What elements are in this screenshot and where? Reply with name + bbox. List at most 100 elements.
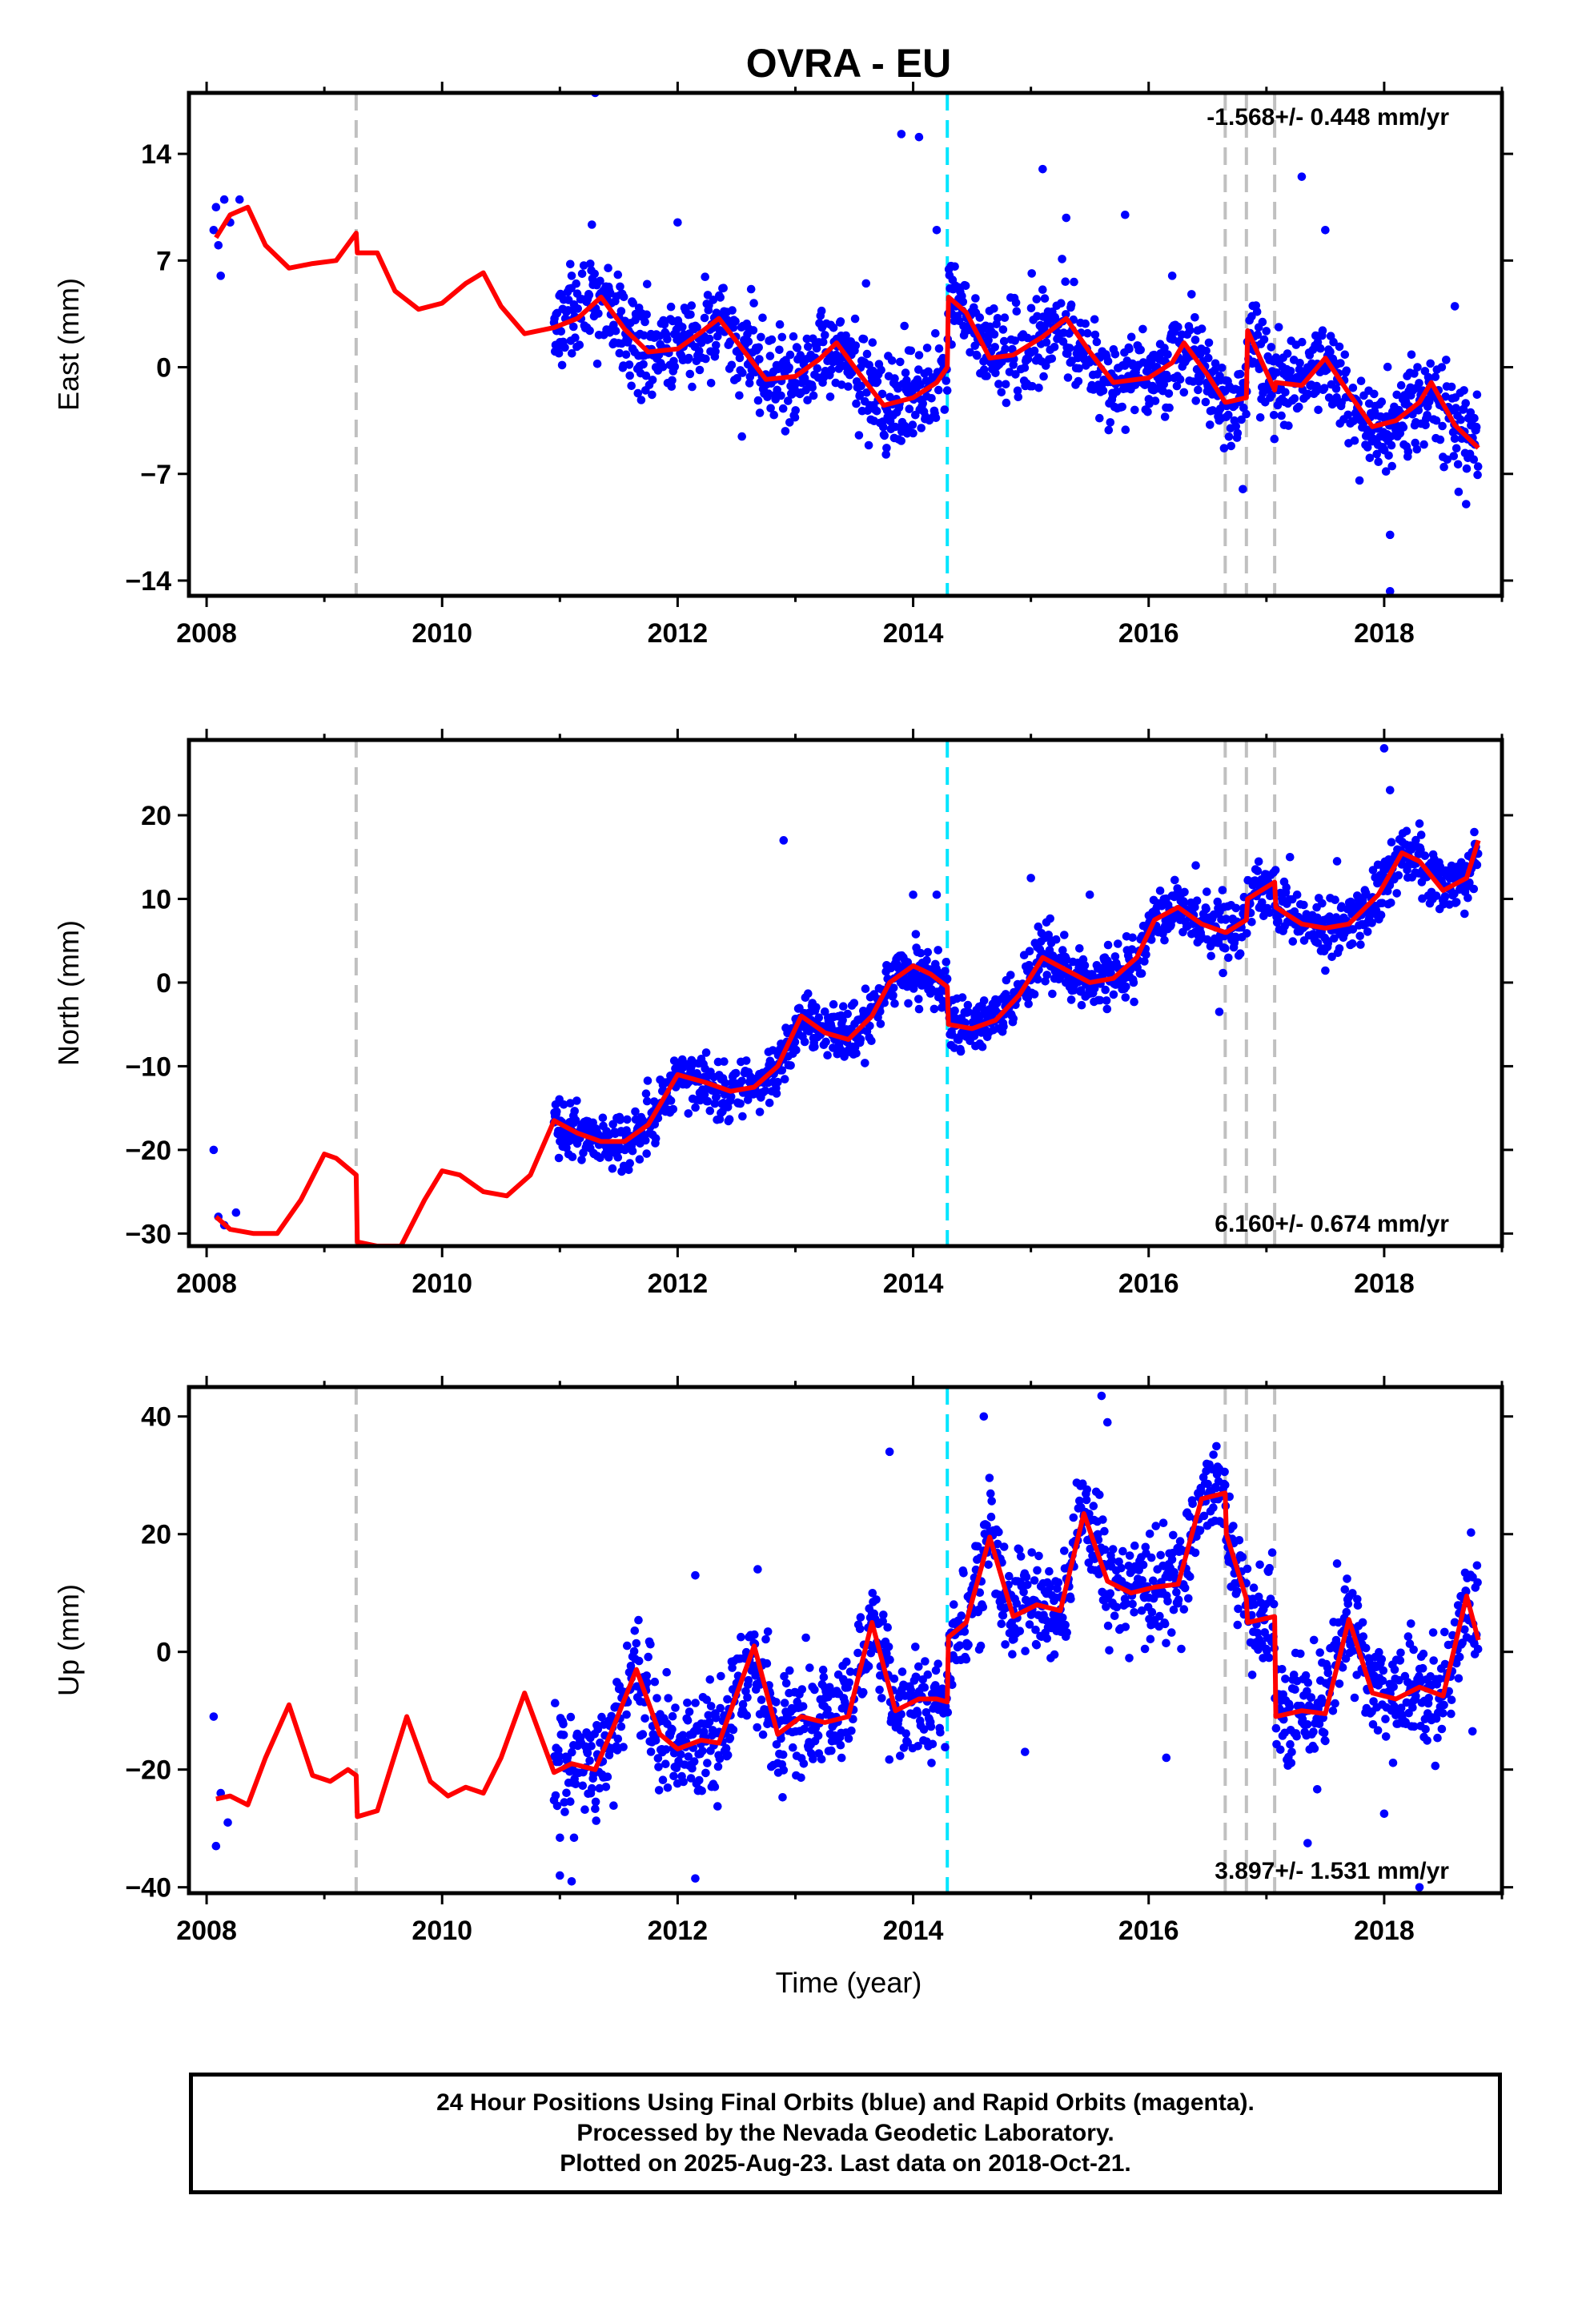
data-point — [1163, 350, 1172, 359]
data-point — [1450, 302, 1460, 311]
data-point — [1356, 940, 1365, 949]
data-point — [701, 1048, 711, 1057]
data-point — [1082, 1485, 1091, 1494]
data-point — [1402, 826, 1411, 835]
data-point — [777, 391, 785, 400]
data-point — [1390, 1702, 1399, 1711]
data-point — [1461, 399, 1470, 408]
data-point — [1122, 982, 1130, 991]
data-point — [1287, 1747, 1296, 1757]
data-point — [913, 1709, 922, 1718]
data-point — [889, 983, 898, 992]
data-point — [1429, 1656, 1438, 1665]
data-point — [804, 342, 813, 352]
data-point — [785, 418, 794, 427]
data-point — [957, 1611, 966, 1620]
data-point — [1186, 1572, 1195, 1582]
data-point — [1253, 1628, 1263, 1638]
data-point — [1140, 1644, 1150, 1654]
data-point — [842, 1657, 851, 1667]
data-point — [728, 306, 737, 315]
x-tick-label: 2016 — [1118, 618, 1179, 649]
data-point — [800, 1037, 809, 1047]
data-point — [1136, 345, 1145, 355]
y-tick-label: 40 — [141, 1402, 171, 1433]
data-point — [1470, 827, 1479, 837]
data-point — [1020, 363, 1030, 372]
data-point — [1162, 1753, 1171, 1763]
data-point — [1101, 985, 1110, 995]
data-point — [1219, 968, 1227, 978]
data-point — [638, 1730, 648, 1739]
data-point — [651, 1736, 661, 1745]
data-point — [955, 1641, 964, 1650]
data-point — [554, 348, 564, 358]
data-point — [1142, 950, 1150, 959]
data-point — [1348, 384, 1358, 392]
data-point — [868, 338, 877, 348]
data-point — [990, 330, 999, 339]
data-point — [1028, 382, 1037, 391]
data-point — [658, 1775, 668, 1784]
data-point — [1363, 927, 1372, 936]
data-point — [592, 360, 602, 368]
data-point — [1274, 323, 1283, 332]
data-point — [1191, 336, 1200, 344]
x-tick-label: 2014 — [883, 1269, 944, 1299]
data-point — [818, 1665, 828, 1675]
data-point — [1462, 464, 1472, 473]
data-point — [1227, 441, 1235, 451]
data-point — [1265, 908, 1274, 917]
data-point — [579, 261, 588, 270]
data-point — [1415, 1883, 1424, 1892]
data-point — [927, 1759, 936, 1767]
data-point — [1143, 408, 1152, 416]
data-point — [1001, 380, 1010, 389]
data-point — [738, 1112, 747, 1121]
data-point — [859, 335, 869, 344]
data-point — [720, 1057, 729, 1066]
data-point — [877, 389, 887, 399]
x-tick-label: 2008 — [176, 618, 237, 649]
data-point — [902, 376, 911, 385]
data-point — [695, 365, 705, 375]
data-point — [764, 389, 773, 398]
data-point — [1192, 896, 1202, 905]
data-point — [622, 1710, 631, 1719]
data-point — [1105, 1646, 1114, 1655]
data-point — [1160, 344, 1169, 352]
data-point — [1065, 344, 1074, 352]
data-point — [861, 984, 870, 993]
data-point — [998, 1610, 1008, 1620]
data-point — [1189, 377, 1198, 386]
data-point — [702, 1695, 712, 1704]
footer-caption-box: 24 Hour Positions Using Final Orbits (bl… — [189, 2073, 1502, 2194]
y-axis-label: East (mm) — [52, 278, 85, 411]
data-point — [798, 1702, 808, 1711]
data-point — [999, 336, 1009, 346]
data-point — [754, 343, 763, 352]
data-point — [1431, 372, 1440, 381]
data-point — [1145, 1530, 1154, 1538]
data-point — [1060, 1546, 1069, 1555]
data-point — [691, 1874, 700, 1883]
data-point — [982, 372, 991, 380]
plot-area — [209, 740, 1483, 1246]
data-point — [623, 1115, 632, 1124]
data-point — [1008, 1650, 1017, 1659]
data-point — [1237, 415, 1246, 424]
panel-frame — [187, 90, 1504, 598]
data-point — [1331, 895, 1339, 904]
data-point — [1048, 951, 1058, 960]
data-point — [810, 1685, 819, 1695]
data-point — [1374, 457, 1383, 466]
data-point — [685, 353, 693, 363]
data-point — [1378, 1676, 1387, 1686]
data-point — [873, 377, 882, 386]
data-point — [881, 450, 890, 459]
data-point — [1411, 835, 1420, 845]
data-point — [890, 999, 899, 1008]
data-point — [1045, 1566, 1054, 1576]
data-point — [1021, 1647, 1030, 1655]
data-point — [757, 1695, 766, 1704]
